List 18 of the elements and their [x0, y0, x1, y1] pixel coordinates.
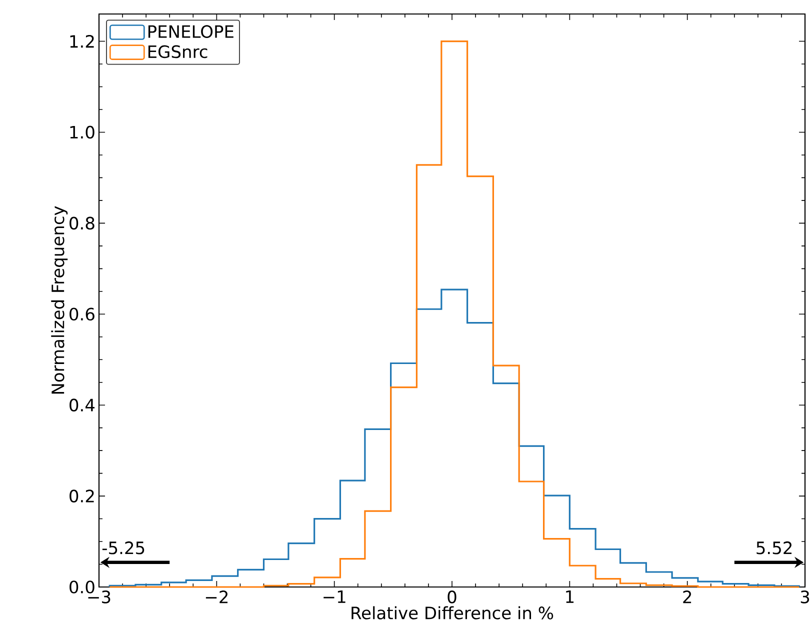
x-tick-label: −1: [324, 590, 346, 603]
y-tick-label: 0.6: [70, 308, 94, 321]
annotation: -5.25: [102, 541, 144, 554]
x-axis-title: Relative Difference in %: [352, 606, 554, 620]
x-tick-label: 2: [683, 590, 692, 604]
x-tick-label: 1: [566, 590, 574, 603]
legend-label: EGSnrc: [148, 45, 208, 58]
x-tick-label: 3: [800, 590, 810, 604]
legend-label: PENELOPE: [148, 25, 234, 38]
x-tick-label: 0: [448, 590, 456, 604]
y-tick-label: 0.2: [70, 490, 94, 502]
y-tick-label: 1.2: [70, 34, 94, 48]
annotation: 5.52: [756, 541, 792, 554]
y-axis-title: Normalized Frequency: [51, 206, 68, 394]
x-tick-label: −2: [206, 590, 228, 604]
y-tick-label: 0.4: [70, 398, 95, 412]
y-tick-label: 1.0: [70, 126, 94, 139]
y-tick-label: 0.8: [70, 216, 94, 230]
